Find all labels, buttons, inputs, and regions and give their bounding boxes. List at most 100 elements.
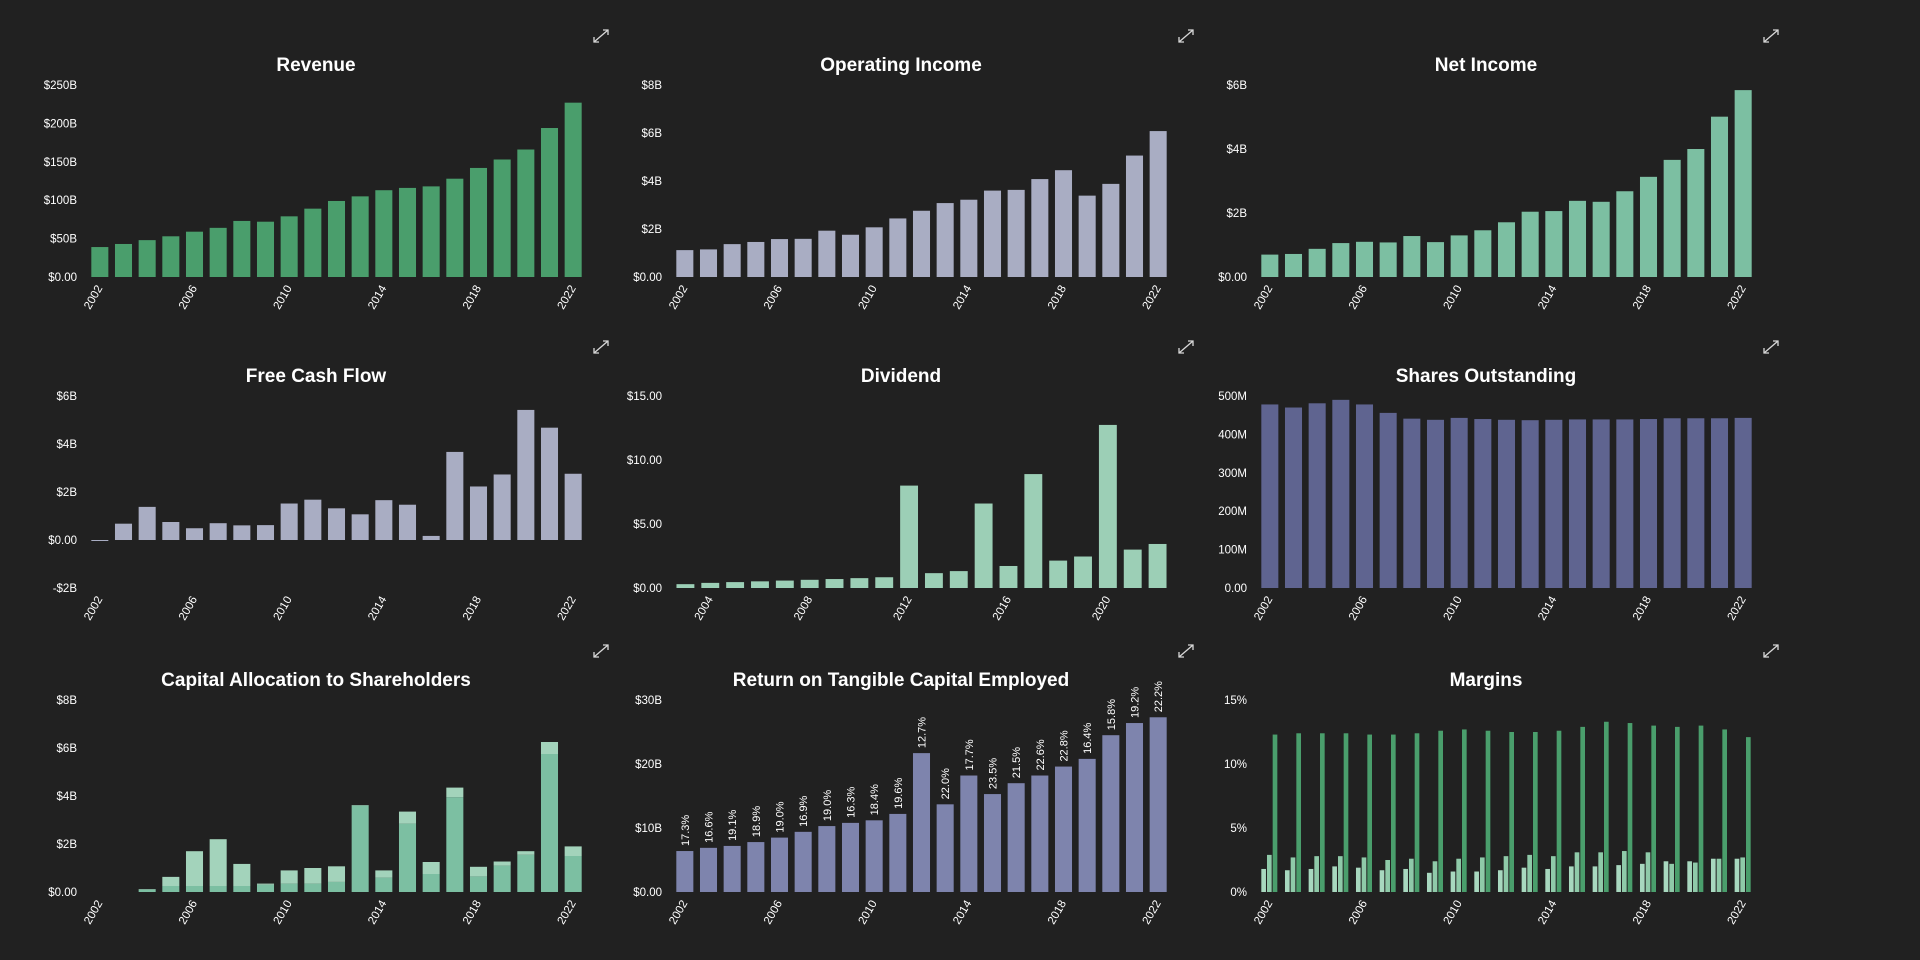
bar[interactable] xyxy=(1031,775,1049,892)
bar[interactable] xyxy=(91,247,109,277)
bar[interactable] xyxy=(1284,407,1303,588)
bar[interactable] xyxy=(924,573,943,588)
stacked-bar-segment[interactable] xyxy=(422,862,440,874)
bar[interactable] xyxy=(280,503,298,540)
stacked-bar-segment[interactable] xyxy=(162,876,180,886)
bar[interactable] xyxy=(162,236,180,277)
bar[interactable] xyxy=(114,243,133,277)
bar[interactable] xyxy=(1054,170,1073,277)
stacked-bar-segment[interactable] xyxy=(162,886,180,892)
bar[interactable] xyxy=(1074,556,1092,588)
grouped-bar[interactable] xyxy=(1450,871,1456,892)
bar[interactable] xyxy=(233,525,251,540)
bar[interactable] xyxy=(825,579,844,588)
bar[interactable] xyxy=(912,753,931,892)
bar[interactable] xyxy=(770,837,789,892)
stacked-bar-segment[interactable] xyxy=(209,839,227,886)
bar[interactable] xyxy=(304,499,322,540)
bar[interactable] xyxy=(469,167,488,277)
stacked-bar-segment[interactable] xyxy=(233,886,251,892)
grouped-bar[interactable] xyxy=(1639,863,1645,892)
grouped-bar[interactable] xyxy=(1533,732,1538,892)
bar[interactable] xyxy=(723,244,741,277)
bar[interactable] xyxy=(699,847,718,892)
grouped-bar[interactable] xyxy=(1272,734,1278,892)
bar[interactable] xyxy=(114,523,133,540)
expand-arrows-icon[interactable] xyxy=(1178,29,1194,43)
bar[interactable] xyxy=(1024,474,1043,588)
grouped-bar[interactable] xyxy=(1290,857,1296,892)
stacked-bar-segment[interactable] xyxy=(540,754,559,892)
bar[interactable] xyxy=(1403,418,1421,588)
stacked-bar-segment[interactable] xyxy=(517,854,535,892)
grouped-bar[interactable] xyxy=(1645,852,1651,892)
bar[interactable] xyxy=(209,523,227,540)
bar[interactable] xyxy=(1049,560,1068,588)
grouped-bar[interactable] xyxy=(1343,733,1349,892)
bar[interactable] xyxy=(1592,419,1610,588)
bar[interactable] xyxy=(1125,723,1144,892)
bar[interactable] xyxy=(1497,419,1516,588)
stacked-bar-segment[interactable] xyxy=(138,889,156,892)
bar[interactable] xyxy=(1007,189,1025,277)
bar[interactable] xyxy=(1545,419,1563,588)
bar[interactable] xyxy=(1332,399,1350,588)
grouped-bar[interactable] xyxy=(1503,856,1509,892)
bar[interactable] xyxy=(1663,418,1681,588)
bar[interactable] xyxy=(517,149,535,277)
expand-arrows-icon[interactable] xyxy=(593,644,609,658)
bar[interactable] xyxy=(493,159,511,277)
bar[interactable] xyxy=(723,845,741,892)
expand-arrows-icon[interactable] xyxy=(1763,29,1779,43)
grouped-bar[interactable] xyxy=(1320,733,1325,892)
bar[interactable] xyxy=(1687,149,1705,277)
stacked-bar-segment[interactable] xyxy=(185,886,204,892)
bar[interactable] xyxy=(850,578,869,588)
bar[interactable] xyxy=(1474,230,1492,277)
bar[interactable] xyxy=(818,230,836,277)
grouped-bar[interactable] xyxy=(1545,868,1550,892)
expand-arrows-icon[interactable] xyxy=(1763,644,1779,658)
bar[interactable] xyxy=(138,506,156,540)
grouped-bar[interactable] xyxy=(1432,861,1438,892)
grouped-bar[interactable] xyxy=(1266,854,1272,892)
bar[interactable] xyxy=(1403,236,1421,277)
grouped-bar[interactable] xyxy=(1627,723,1633,892)
bar[interactable] xyxy=(699,249,718,277)
bar[interactable] xyxy=(540,128,559,277)
bar[interactable] xyxy=(770,239,789,277)
bar[interactable] xyxy=(1426,242,1445,277)
bar[interactable] xyxy=(1102,735,1120,892)
bar[interactable] xyxy=(256,221,275,277)
bar[interactable] xyxy=(1379,242,1397,277)
bar[interactable] xyxy=(327,200,346,277)
expand-arrows-icon[interactable] xyxy=(593,340,609,354)
bar[interactable] xyxy=(900,485,919,588)
bar[interactable] xyxy=(422,186,440,277)
bar[interactable] xyxy=(1545,211,1563,277)
grouped-bar[interactable] xyxy=(1692,862,1698,892)
stacked-bar-segment[interactable] xyxy=(280,870,298,884)
bar[interactable] xyxy=(351,196,369,277)
bar[interactable] xyxy=(676,851,694,892)
stacked-bar-segment[interactable] xyxy=(446,797,464,892)
grouped-bar[interactable] xyxy=(1261,868,1266,892)
bar[interactable] xyxy=(889,813,907,892)
bar[interactable] xyxy=(747,241,765,277)
bar[interactable] xyxy=(1261,404,1279,588)
stacked-bar-segment[interactable] xyxy=(493,865,511,892)
bar[interactable] xyxy=(398,187,417,277)
bar[interactable] xyxy=(1149,131,1167,277)
grouped-bar[interactable] xyxy=(1456,858,1461,892)
bar[interactable] xyxy=(1148,543,1167,588)
bar[interactable] xyxy=(960,199,978,277)
bar[interactable] xyxy=(949,571,968,588)
bar[interactable] xyxy=(1332,243,1350,277)
grouped-bar[interactable] xyxy=(1556,730,1562,892)
bar[interactable] xyxy=(1639,176,1658,277)
bar[interactable] xyxy=(233,220,251,277)
bar[interactable] xyxy=(936,804,954,892)
bar[interactable] xyxy=(1474,419,1492,588)
bar[interactable] xyxy=(1710,116,1729,278)
bar[interactable] xyxy=(1308,248,1326,277)
